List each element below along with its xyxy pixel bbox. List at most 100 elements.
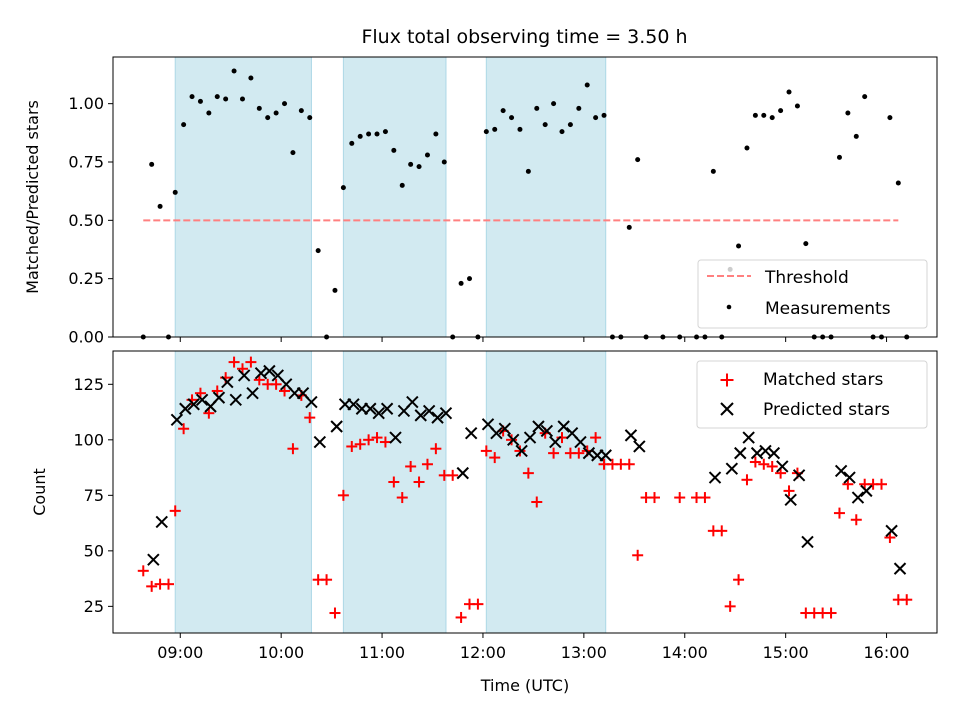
matched-point-68 xyxy=(733,574,745,586)
x-tick-label-1: 10:00 xyxy=(258,643,304,662)
measurement-point-19 xyxy=(298,108,304,114)
measurement-points xyxy=(140,68,910,340)
measurement-point-58 xyxy=(626,224,632,230)
matched-point-22 xyxy=(321,574,333,586)
predicted-point-22 xyxy=(347,398,360,411)
measurement-point-2 xyxy=(157,203,163,209)
measurement-point-1 xyxy=(149,161,155,167)
predicted-point-31 xyxy=(422,404,436,418)
x-tick-label-3: 12:00 xyxy=(460,643,506,662)
matched-point-25 xyxy=(346,440,358,452)
measurement-point-16 xyxy=(273,110,279,116)
measurement-point-9 xyxy=(214,94,220,100)
predicted-point-13 xyxy=(263,364,276,378)
predicted-point-8 xyxy=(221,375,234,389)
predicted-point-27 xyxy=(389,431,402,444)
matched-point-47 xyxy=(531,496,543,508)
measurement-point-70 xyxy=(752,112,758,118)
matched-point-46 xyxy=(522,467,534,479)
measurement-point-75 xyxy=(794,103,800,109)
measurement-point-48 xyxy=(542,122,548,128)
measurement-point-36 xyxy=(441,159,447,165)
measurement-point-54 xyxy=(593,115,599,121)
predicted-point-53 xyxy=(708,471,722,484)
predicted-point-51 xyxy=(624,429,638,442)
measurement-point-8 xyxy=(206,110,212,116)
predicted-point-44 xyxy=(549,435,562,449)
predicted-point-50 xyxy=(599,449,612,462)
matched-point-31 xyxy=(396,492,408,504)
ratio-legend: Threshold Measurements xyxy=(697,259,928,329)
measurement-point-45 xyxy=(517,126,523,132)
x-tick-label-4: 13:00 xyxy=(561,643,607,662)
predicted-point-35 xyxy=(464,426,478,440)
predicted-point-47 xyxy=(574,435,587,449)
predicted-point-34 xyxy=(456,466,469,480)
measurement-point-21 xyxy=(315,248,321,254)
measurement-point-44 xyxy=(509,115,515,121)
predicted-point-1 xyxy=(155,515,168,529)
matched-point-23 xyxy=(329,607,341,619)
predicted-point-41 xyxy=(523,431,537,444)
matched-point-18 xyxy=(287,443,299,455)
measurement-point-39 xyxy=(467,276,473,282)
count-y-tick-label-4: 125 xyxy=(73,375,104,394)
measurement-point-52 xyxy=(576,105,582,111)
measurement-point-13 xyxy=(248,75,254,81)
predicted-point-10 xyxy=(237,369,251,382)
predicted-point-37 xyxy=(490,426,503,440)
ratio-x-ticks xyxy=(179,337,888,342)
predicted-point-61 xyxy=(784,493,797,506)
matched-point-37 xyxy=(447,469,459,481)
ratio-y-tick-label-3: 0.75 xyxy=(68,153,104,172)
measurement-point-41 xyxy=(483,129,489,135)
predicted-point-69 xyxy=(893,562,907,575)
measurement-point-47 xyxy=(534,105,540,111)
predicted-point-9 xyxy=(229,393,242,407)
count-legend-box xyxy=(696,360,928,429)
count-y-tick-label-3: 100 xyxy=(73,430,104,449)
predicted-point-30 xyxy=(414,409,427,422)
predicted-point-65 xyxy=(843,471,856,484)
matched-point-59 xyxy=(632,549,644,561)
shaded-span-1 xyxy=(342,56,447,338)
predicted-point-3 xyxy=(179,402,192,415)
measurement-point-38 xyxy=(458,280,464,286)
matched-point-40 xyxy=(472,598,484,610)
measurement-point-15 xyxy=(265,115,271,121)
predicted-point-66 xyxy=(851,491,865,504)
matched-point-4 xyxy=(169,505,181,517)
measurement-point-32 xyxy=(408,161,414,167)
count-panel: 25 50 75 100 125 09:00 10:00 11:00 12:00 13:00 14… xyxy=(30,350,938,695)
predicted-point-0 xyxy=(147,553,160,566)
ratio-y-tick-label-0: 0.00 xyxy=(68,328,104,347)
predicted-point-32 xyxy=(431,411,444,424)
count-y-tick-label-1: 50 xyxy=(84,541,104,560)
predicted-point-11 xyxy=(246,386,259,400)
predicted-point-33 xyxy=(439,406,453,420)
predicted-point-7 xyxy=(212,391,226,404)
measurement-point-6 xyxy=(189,94,195,100)
shaded-span-2 xyxy=(485,350,607,634)
measurement-point-10 xyxy=(223,96,229,102)
measurement-point-23 xyxy=(332,287,338,293)
measurement-point-46 xyxy=(525,168,531,174)
matched-point-26 xyxy=(354,438,366,450)
legend-predicted-swatch xyxy=(720,402,734,416)
matched-point-82 xyxy=(850,514,862,526)
matched-point-11 xyxy=(228,356,240,368)
measurement-point-51 xyxy=(567,122,573,128)
measurement-point-87 xyxy=(895,180,901,186)
measurement-point-73 xyxy=(778,108,784,114)
count-x-ticks: 09:00 10:00 11:00 12:00 13:00 14:00 15:00 16:00 xyxy=(157,633,910,662)
matched-point-62 xyxy=(674,492,686,504)
count-y-axis-label: Count xyxy=(30,468,49,516)
measurement-point-55 xyxy=(601,112,607,118)
matched-point-85 xyxy=(876,478,888,490)
x-tick-label-0: 09:00 xyxy=(157,643,203,662)
matched-point-16 xyxy=(270,378,282,390)
legend-threshold-label: Threshold xyxy=(764,268,849,288)
ratio-y-ticks: 0.00 0.25 0.50 0.75 1.00 xyxy=(68,94,113,347)
predicted-point-20 xyxy=(330,420,343,433)
